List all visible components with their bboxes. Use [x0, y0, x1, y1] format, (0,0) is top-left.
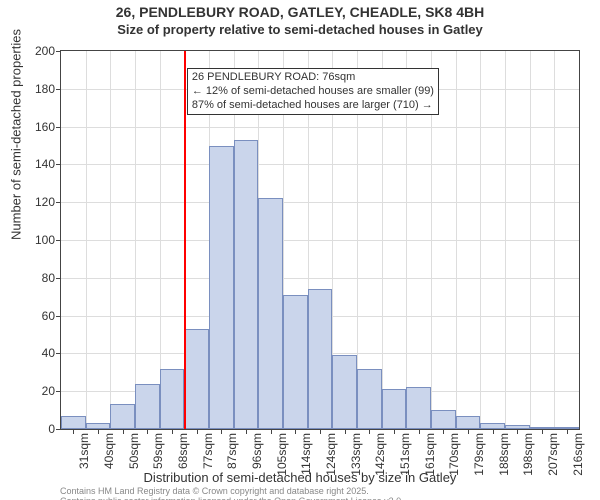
xtick-mark [320, 429, 321, 434]
xtick-mark [246, 429, 247, 434]
chart-title: 26, PENDLEBURY ROAD, GATLEY, CHEADLE, SK… [0, 4, 600, 22]
ytick-label: 80 [42, 271, 55, 285]
credit-line-2: Contains public sector information licen… [60, 496, 404, 500]
ytick-mark [56, 429, 61, 430]
histogram-bar [184, 329, 209, 429]
xtick-label: 96sqm [250, 433, 264, 469]
gridline-h [61, 164, 579, 165]
ytick-label: 180 [35, 82, 55, 96]
xtick-label: 68sqm [176, 433, 190, 469]
y-axis-label: Number of semi-detached properties [9, 29, 24, 240]
gridline-h [61, 202, 579, 203]
histogram-bar [431, 410, 456, 429]
ytick-label: 200 [35, 44, 55, 58]
ytick-label: 140 [35, 157, 55, 171]
ytick-mark [56, 278, 61, 279]
gridline-h [61, 240, 579, 241]
ytick-mark [56, 240, 61, 241]
ytick-mark [56, 202, 61, 203]
ytick-label: 40 [42, 346, 55, 360]
ytick-label: 60 [42, 309, 55, 323]
gridline-v [86, 51, 87, 429]
ytick-label: 160 [35, 120, 55, 134]
ytick-mark [56, 89, 61, 90]
xtick-mark [493, 429, 494, 434]
histogram-bar [110, 404, 135, 429]
ytick-label: 0 [48, 422, 55, 436]
histogram-bar [382, 389, 407, 429]
ytick-label: 20 [42, 384, 55, 398]
xtick-mark [98, 429, 99, 434]
gridline-v [554, 51, 555, 429]
ytick-mark [56, 164, 61, 165]
xtick-mark [123, 429, 124, 434]
xtick-mark [73, 429, 74, 434]
annotation-line: ← 12% of semi-detached houses are smalle… [192, 85, 434, 99]
gridline-v [456, 51, 457, 429]
gridline-v [480, 51, 481, 429]
xtick-label: 77sqm [201, 433, 215, 469]
xtick-mark [542, 429, 543, 434]
credits: Contains HM Land Registry data © Crown c… [60, 486, 404, 500]
xtick-mark [197, 429, 198, 434]
plot-area: 02040608010012014016018020031sqm40sqm50s… [60, 50, 580, 430]
gridline-h [61, 278, 579, 279]
gridline-v [530, 51, 531, 429]
xtick-mark [517, 429, 518, 434]
xtick-mark [221, 429, 222, 434]
histogram-bar [209, 146, 234, 430]
xtick-mark [147, 429, 148, 434]
xtick-label: 31sqm [77, 433, 91, 469]
ytick-label: 120 [35, 195, 55, 209]
annotation-box: 26 PENDLEBURY ROAD: 76sqm← 12% of semi-d… [187, 68, 439, 115]
ytick-mark [56, 353, 61, 354]
xtick-label: 50sqm [127, 433, 141, 469]
xtick-label: 87sqm [225, 433, 239, 469]
xtick-mark [369, 429, 370, 434]
histogram-bar [332, 355, 357, 429]
ytick-label: 100 [35, 233, 55, 247]
gridline-v [110, 51, 111, 429]
histogram-chart: 26, PENDLEBURY ROAD, GATLEY, CHEADLE, SK… [0, 0, 600, 500]
x-axis-label: Distribution of semi-detached houses by … [0, 470, 600, 485]
xtick-label: 40sqm [102, 433, 116, 469]
histogram-bar [357, 369, 382, 429]
chart-subtitle: Size of property relative to semi-detach… [0, 22, 600, 37]
annotation-line: 87% of semi-detached houses are larger (… [192, 99, 434, 113]
xtick-mark [419, 429, 420, 434]
xtick-label: 114sqm [299, 433, 313, 475]
histogram-bar [283, 295, 308, 429]
xtick-mark [295, 429, 296, 434]
xtick-mark [172, 429, 173, 434]
xtick-label: 59sqm [151, 433, 165, 469]
xtick-mark [443, 429, 444, 434]
xtick-mark [567, 429, 568, 434]
ytick-mark [56, 51, 61, 52]
credit-line-1: Contains HM Land Registry data © Crown c… [60, 486, 369, 496]
ytick-mark [56, 127, 61, 128]
histogram-bar [160, 369, 185, 429]
ytick-mark [56, 391, 61, 392]
histogram-bar [61, 416, 86, 429]
ytick-mark [56, 316, 61, 317]
histogram-bar [135, 384, 160, 429]
gridline-v [135, 51, 136, 429]
gridline-v [505, 51, 506, 429]
histogram-bar [258, 198, 283, 429]
xtick-mark [345, 429, 346, 434]
histogram-bar [234, 140, 259, 429]
histogram-bar [308, 289, 333, 429]
histogram-bar [456, 416, 481, 429]
xtick-mark [394, 429, 395, 434]
annotation-line: 26 PENDLEBURY ROAD: 76sqm [192, 71, 434, 85]
histogram-bar [406, 387, 431, 429]
xtick-mark [271, 429, 272, 434]
gridline-h [61, 127, 579, 128]
xtick-mark [468, 429, 469, 434]
